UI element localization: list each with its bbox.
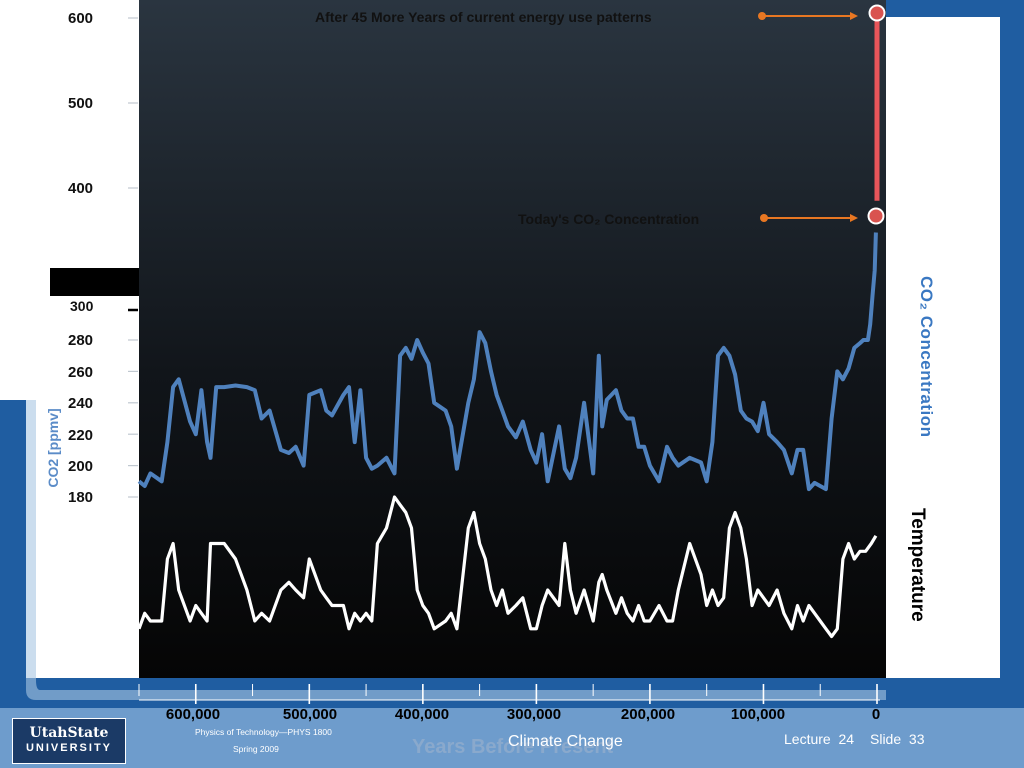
frame-right [886,17,1024,740]
logo-line2: UNIVERSITY [25,742,112,754]
future-co2-marker [868,4,886,22]
x-tick-label-500000: 500,000 [282,706,338,723]
footer-bar [0,708,1024,768]
lecture-title: Climate Change [508,733,623,750]
y-tick-label-500: 500 [68,95,94,112]
x-tick-label-0: 0 [871,706,881,723]
frame-left [0,400,26,690]
y-tick-label-200: 200 [68,458,94,475]
x-axis-title: Years Before Present [412,736,614,758]
temperature-series-line [137,495,878,639]
left-black-bar [50,268,139,296]
x-tick-label-300000: 300,000 [506,706,562,723]
co2-series-line [137,232,878,492]
y-tick-label-280: 280 [68,332,94,349]
university-logo: UtahState UNIVERSITY [12,718,126,764]
y-tick-label-600: 600 [68,10,94,27]
logo-line1: UtahState [29,725,109,741]
y-tick-label-180: 180 [68,489,94,506]
y-tick-label-300: 300 [70,298,94,314]
annotation-arrow-head-0 [850,12,858,20]
y-tick-label-260: 260 [68,364,94,381]
x-tick-marks [138,684,880,704]
annotation-arrow-dot-0 [758,12,766,20]
y-tick-label-240: 240 [68,395,94,412]
frame-top-right [886,0,1024,17]
annotation-arrow-dot-1 [760,214,768,222]
today-co2-marker [867,207,885,225]
annotation-arrow-head-1 [850,214,858,222]
x-tick-label-600000: 600,000 [165,706,221,723]
y-tick-label-220: 220 [68,427,94,444]
co2-series-label: CO₂ Concentration [917,276,936,438]
course-name: Physics of Technology—PHYS 1800 [195,727,332,737]
y-axis-title: CO2 [ppmv] [45,408,61,488]
x-tick-label-100000: 100,000 [730,706,786,723]
annotation-arrows [758,12,858,222]
course-term: Spring 2009 [233,744,279,754]
slide-number: Slide 33 [870,731,925,747]
annotation-future: After 45 More Years of current energy us… [315,9,652,25]
annotation-today: Today's CO₂ Concentration [518,211,700,227]
x-tick-label-400000: 400,000 [394,706,450,723]
lecture-number: Lecture 24 [784,731,855,747]
temperature-series-label: Temperature [907,508,928,622]
x-tick-label-200000: 200,000 [620,706,676,723]
y-tick-marks [128,17,138,498]
y-tick-label-400: 400 [68,180,94,197]
plot-area [139,0,886,678]
